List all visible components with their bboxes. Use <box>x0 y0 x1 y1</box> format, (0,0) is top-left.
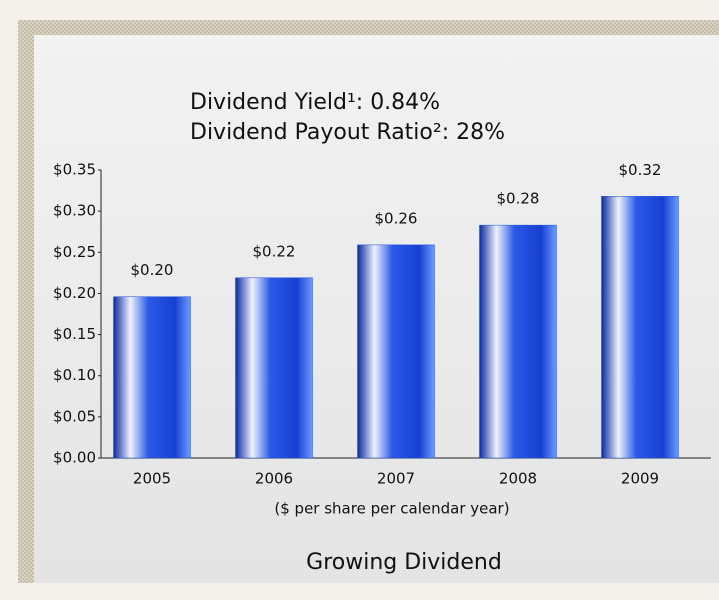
bar <box>479 224 557 459</box>
y-tick-label: $0.05 <box>53 407 96 425</box>
value-label: $0.22 <box>253 242 296 260</box>
y-tick-label: $0.35 <box>53 161 96 179</box>
value-label: $0.26 <box>375 209 418 227</box>
value-label: $0.32 <box>619 161 662 179</box>
x-tick-label: 2008 <box>499 470 537 488</box>
x-tick-label: 2006 <box>255 470 293 488</box>
caption: Growing Dividend <box>306 550 502 575</box>
value-label: $0.20 <box>131 261 174 279</box>
bar <box>113 296 191 459</box>
y-tick-label: $0.00 <box>53 449 96 467</box>
y-tick-label: $0.20 <box>53 284 96 302</box>
bar <box>235 277 313 459</box>
x-tick-label: 2005 <box>133 470 171 488</box>
value-label: $0.28 <box>497 190 540 208</box>
y-tick-label: $0.30 <box>53 202 96 220</box>
bar <box>601 196 679 459</box>
y-tick-label: $0.25 <box>53 243 96 261</box>
y-tick-label: $0.15 <box>53 325 96 343</box>
y-tick-label: $0.10 <box>53 366 96 384</box>
x-tick-label: 2007 <box>377 470 415 488</box>
title-line: Dividend Payout Ratio²: 28% <box>190 120 505 145</box>
bar <box>357 244 435 459</box>
x-tick-label: 2009 <box>621 470 659 488</box>
x-axis-label: ($ per share per calendar year) <box>274 500 509 518</box>
title-line: Dividend Yield¹: 0.84% <box>190 90 440 115</box>
